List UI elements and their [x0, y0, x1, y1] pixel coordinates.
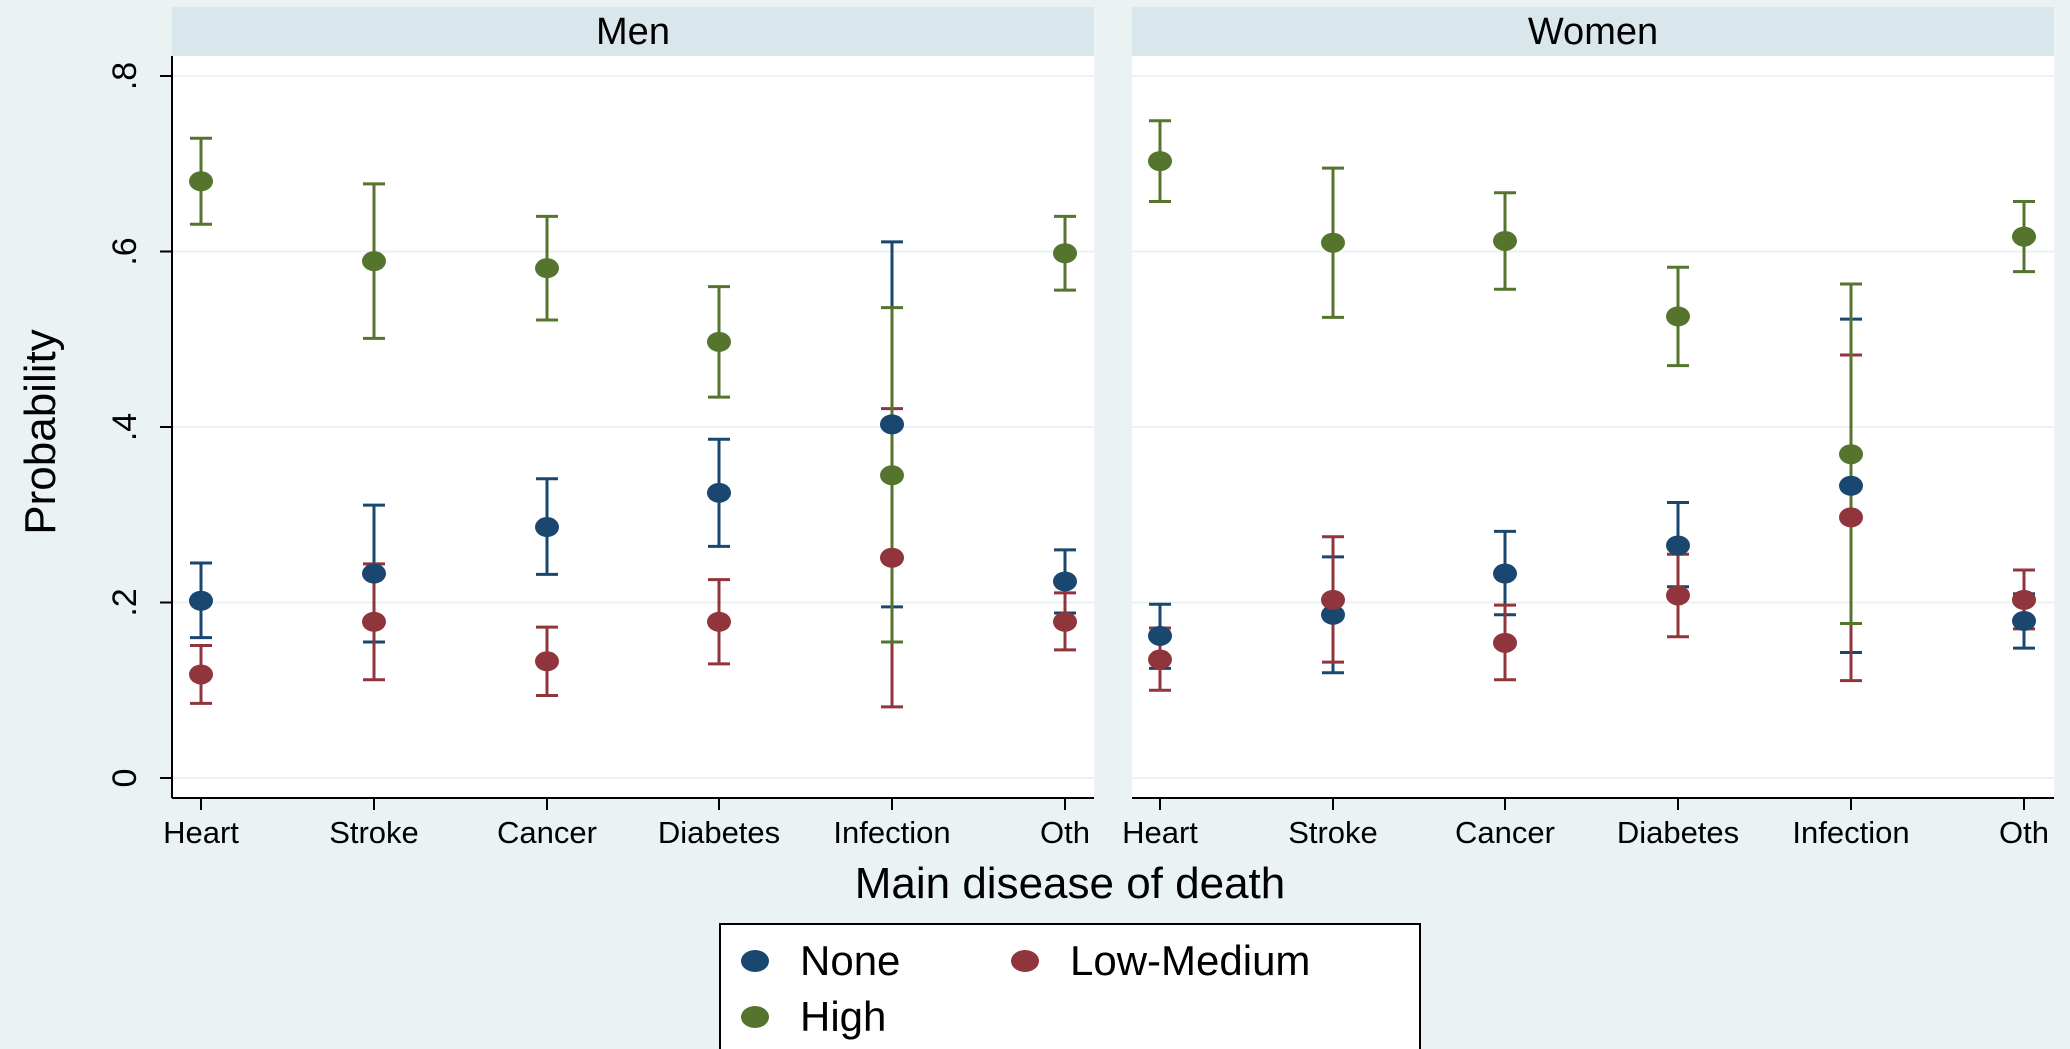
y-tick-label: .8 [106, 62, 144, 90]
data-point [707, 611, 731, 632]
legend-label: Low-Medium [1070, 937, 1310, 984]
x-tick-label: Cancer [1455, 815, 1555, 850]
data-point [2012, 589, 2036, 610]
legend-marker [1011, 950, 1039, 972]
panel-title-strip [172, 7, 1094, 57]
data-point [1493, 632, 1517, 653]
x-tick-label: Oth [1999, 815, 2049, 850]
legend-label: High [800, 993, 886, 1040]
legend-box [719, 923, 1421, 1049]
data-point [1839, 475, 1863, 496]
data-point [2012, 226, 2036, 247]
data-point [1053, 611, 1077, 632]
data-point [535, 651, 559, 672]
x-axis-title: Main disease of death [855, 859, 1286, 908]
data-point [1321, 589, 1345, 610]
legend: None Low-Medium High [719, 923, 1421, 1049]
panel-title-strip [1132, 7, 2054, 57]
data-point [362, 251, 386, 272]
data-point [2012, 610, 2036, 631]
data-point [1053, 571, 1077, 592]
panel-men: Men Heart Stroke Cancer Diabetes Infection Oth [163, 7, 1094, 850]
x-tick-label: Diabetes [658, 815, 780, 850]
x-tick-label: Heart [1122, 815, 1198, 850]
x-tick-label: Heart [163, 815, 239, 850]
data-point [362, 563, 386, 584]
data-point [1666, 585, 1690, 606]
data-point [189, 171, 213, 192]
panel-women: Women Heart Stroke Cancer Diabetes Infection O… [1122, 7, 2054, 850]
data-point [880, 547, 904, 568]
data-point [707, 331, 731, 352]
data-point [707, 482, 731, 503]
data-point [1493, 230, 1517, 251]
data-point [1666, 535, 1690, 556]
x-tick-label: Cancer [497, 815, 597, 850]
x-tick-label: Infection [833, 815, 950, 850]
x-tick-label: Stroke [329, 815, 419, 850]
x-tick-label: Oth [1040, 815, 1090, 850]
data-point [535, 258, 559, 279]
y-axis-title: Probability [16, 329, 65, 534]
data-point [1148, 151, 1172, 172]
legend-marker [741, 1006, 769, 1028]
y-tick-label: .4 [106, 413, 144, 441]
panels-group: Men Heart Stroke Cancer Diabetes Infection Oth… [163, 7, 2054, 850]
legend-label: None [800, 937, 900, 984]
data-point [1839, 507, 1863, 528]
series-low-medium [190, 407, 1076, 709]
data-point [1148, 649, 1172, 670]
y-tick-label: .6 [106, 237, 144, 265]
data-point [189, 590, 213, 611]
data-point [362, 611, 386, 632]
data-point [189, 664, 213, 685]
data-point [535, 517, 559, 538]
x-tick-label: Stroke [1288, 815, 1378, 850]
data-point [1148, 625, 1172, 646]
data-point [1839, 444, 1863, 465]
data-point [880, 465, 904, 486]
x-tick-label: Diabetes [1617, 815, 1739, 850]
data-point [1666, 306, 1690, 327]
data-point [1493, 563, 1517, 584]
data-point [1321, 232, 1345, 253]
data-point [1321, 604, 1345, 625]
data-point [880, 414, 904, 435]
data-point [1053, 243, 1077, 264]
y-tick-label: 0 [106, 769, 144, 788]
y-tick-label: .2 [106, 588, 144, 616]
panel-title: Women [1528, 11, 1658, 53]
x-tick-label: Infection [1792, 815, 1909, 850]
panel-title: Men [596, 11, 670, 53]
legend-marker [741, 950, 769, 972]
y-axis: 0 .2 .4 .6 .8 [106, 56, 173, 798]
